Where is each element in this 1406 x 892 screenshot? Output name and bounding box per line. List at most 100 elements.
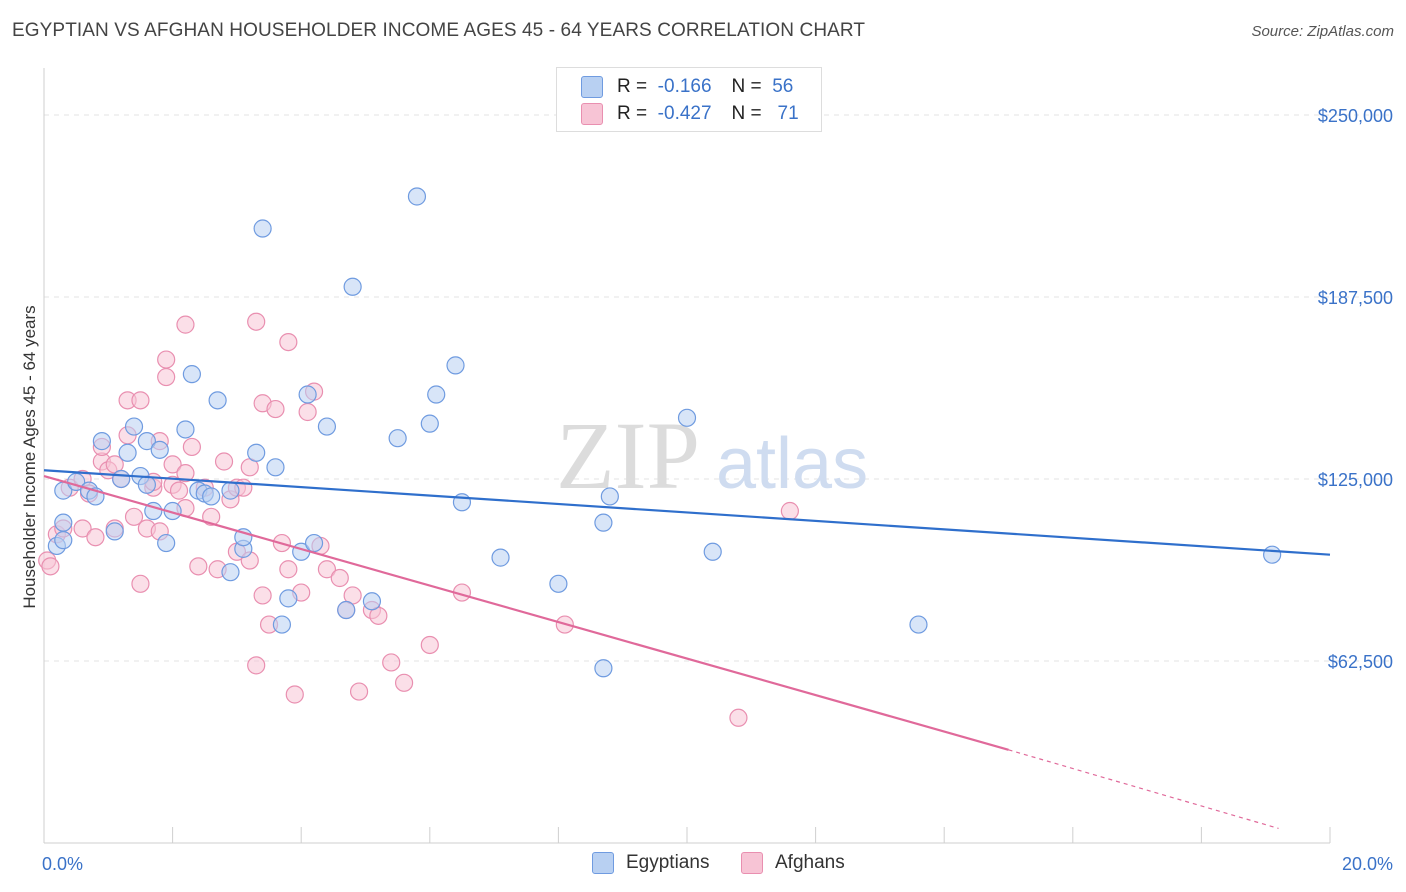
legend-item-egyptians[interactable]: Egyptians [592,852,709,874]
afghans-point [247,312,266,331]
egyptians-point [594,513,613,532]
egyptians-swatch [581,76,603,98]
r-label: R = [617,76,648,97]
egyptians-trend-line [43,469,1331,556]
egyptians-point [279,589,298,608]
afghans-point [279,560,298,579]
egyptians-point [388,429,407,448]
egyptians-legend-swatch [592,852,614,874]
egyptians-point [677,408,697,427]
afghans-point [86,528,105,547]
egyptians-point [362,592,382,611]
egyptians-point [150,440,169,459]
egyptians-point [202,487,221,506]
chart-title: EGYPTIAN VS AFGHAN HOUSEHOLDER INCOME AG… [12,20,866,41]
trend-lines [43,469,1331,830]
egyptians-point [221,481,240,500]
stats-legend-row-afghans: R = -0.427 N = 71 [581,101,799,127]
egyptians-point [105,522,124,541]
afghans-point [176,464,195,483]
egyptians-point [92,432,111,451]
egyptians-point [337,600,356,620]
afghans-point [157,367,176,387]
x-tick-labels: 0.0% 20.0% [42,854,1393,874]
egyptians-point [304,533,324,553]
y-axis-label: Householder Income Ages 45 - 64 years [20,305,39,609]
egyptians-point [54,513,73,532]
afghans-point [349,682,369,701]
afghans-point [298,402,317,422]
egyptians-point [446,356,465,375]
afghans-point [317,560,337,579]
source-credit: Source: ZipAtlas.com [1251,23,1394,40]
egyptians-point [118,443,137,462]
watermark-zip: ZIP [556,402,700,509]
afghans-legend-label: Afghans [775,852,845,873]
y-tick-labels: $62,500 $125,000 $187,500 $250,000 [1318,106,1393,672]
afghans-point [157,350,176,369]
egyptians-point [182,365,201,384]
egyptians-point [703,542,722,561]
egyptians-point [491,548,510,567]
gridlines [44,114,1394,662]
afghans-point [182,437,201,457]
egyptians-legend-label: Egyptians [626,852,710,873]
x-tick-label: 0.0% [42,854,83,874]
egyptians-point [112,469,131,489]
r-value: -0.427 [657,103,712,124]
n-value: 71 [777,103,799,124]
n-value: 56 [772,76,794,97]
egyptians-point [343,277,362,296]
afghans-point [202,507,221,526]
y-tick-label: $250,000 [1318,106,1393,126]
afghans-point [266,399,285,419]
egyptians-points [47,187,1282,678]
egyptians-point [54,531,73,550]
egyptians-point [549,574,568,593]
n-label: N = [731,76,762,97]
egyptians-point [176,420,195,439]
egyptians-point [208,391,227,410]
afghans-swatch [581,103,603,125]
afghans-point [394,673,414,692]
afghans-point [382,653,401,672]
egyptians-point [427,385,446,404]
afghans-legend-swatch [741,852,763,874]
egyptians-point [272,615,292,634]
egyptians-point [157,533,176,553]
afghans-point [420,635,439,655]
afghans-point [330,568,349,588]
afghans-point [163,455,182,474]
afghans-point [780,501,799,521]
egyptians-point [317,417,337,436]
egyptians-point [909,615,928,634]
afghans-point [131,391,150,410]
afghans-point [189,557,208,576]
afghans-point [214,452,234,471]
afghans-point [131,574,150,593]
legend-item-afghans[interactable]: Afghans [741,852,845,874]
afghans-point [73,519,92,538]
egyptians-point [298,385,317,404]
watermark-atlas: atlas [716,424,868,504]
afghans-point [41,557,60,576]
afghans-point [285,685,304,704]
egyptians-point [253,219,272,238]
egyptians-point [137,475,156,494]
egyptians-point [266,458,285,477]
egyptians-point [221,563,240,582]
egyptians-point [600,487,619,506]
egyptians-point [594,659,613,678]
r-value: -0.166 [657,76,712,97]
afghans-trend-extension [1008,749,1279,830]
egyptians-point [407,187,427,206]
stats-legend: R = -0.166 N = 56 R = -0.427 N = 71 [556,67,822,132]
afghans-point [247,656,266,675]
y-tick-label: $187,500 [1318,288,1393,308]
stats-legend-row-egyptians: R = -0.166 N = 56 [581,74,793,100]
egyptians-point [137,432,156,451]
afghans-point [253,586,272,605]
afghans-point [176,315,195,334]
y-tick-label: $125,000 [1318,470,1393,490]
